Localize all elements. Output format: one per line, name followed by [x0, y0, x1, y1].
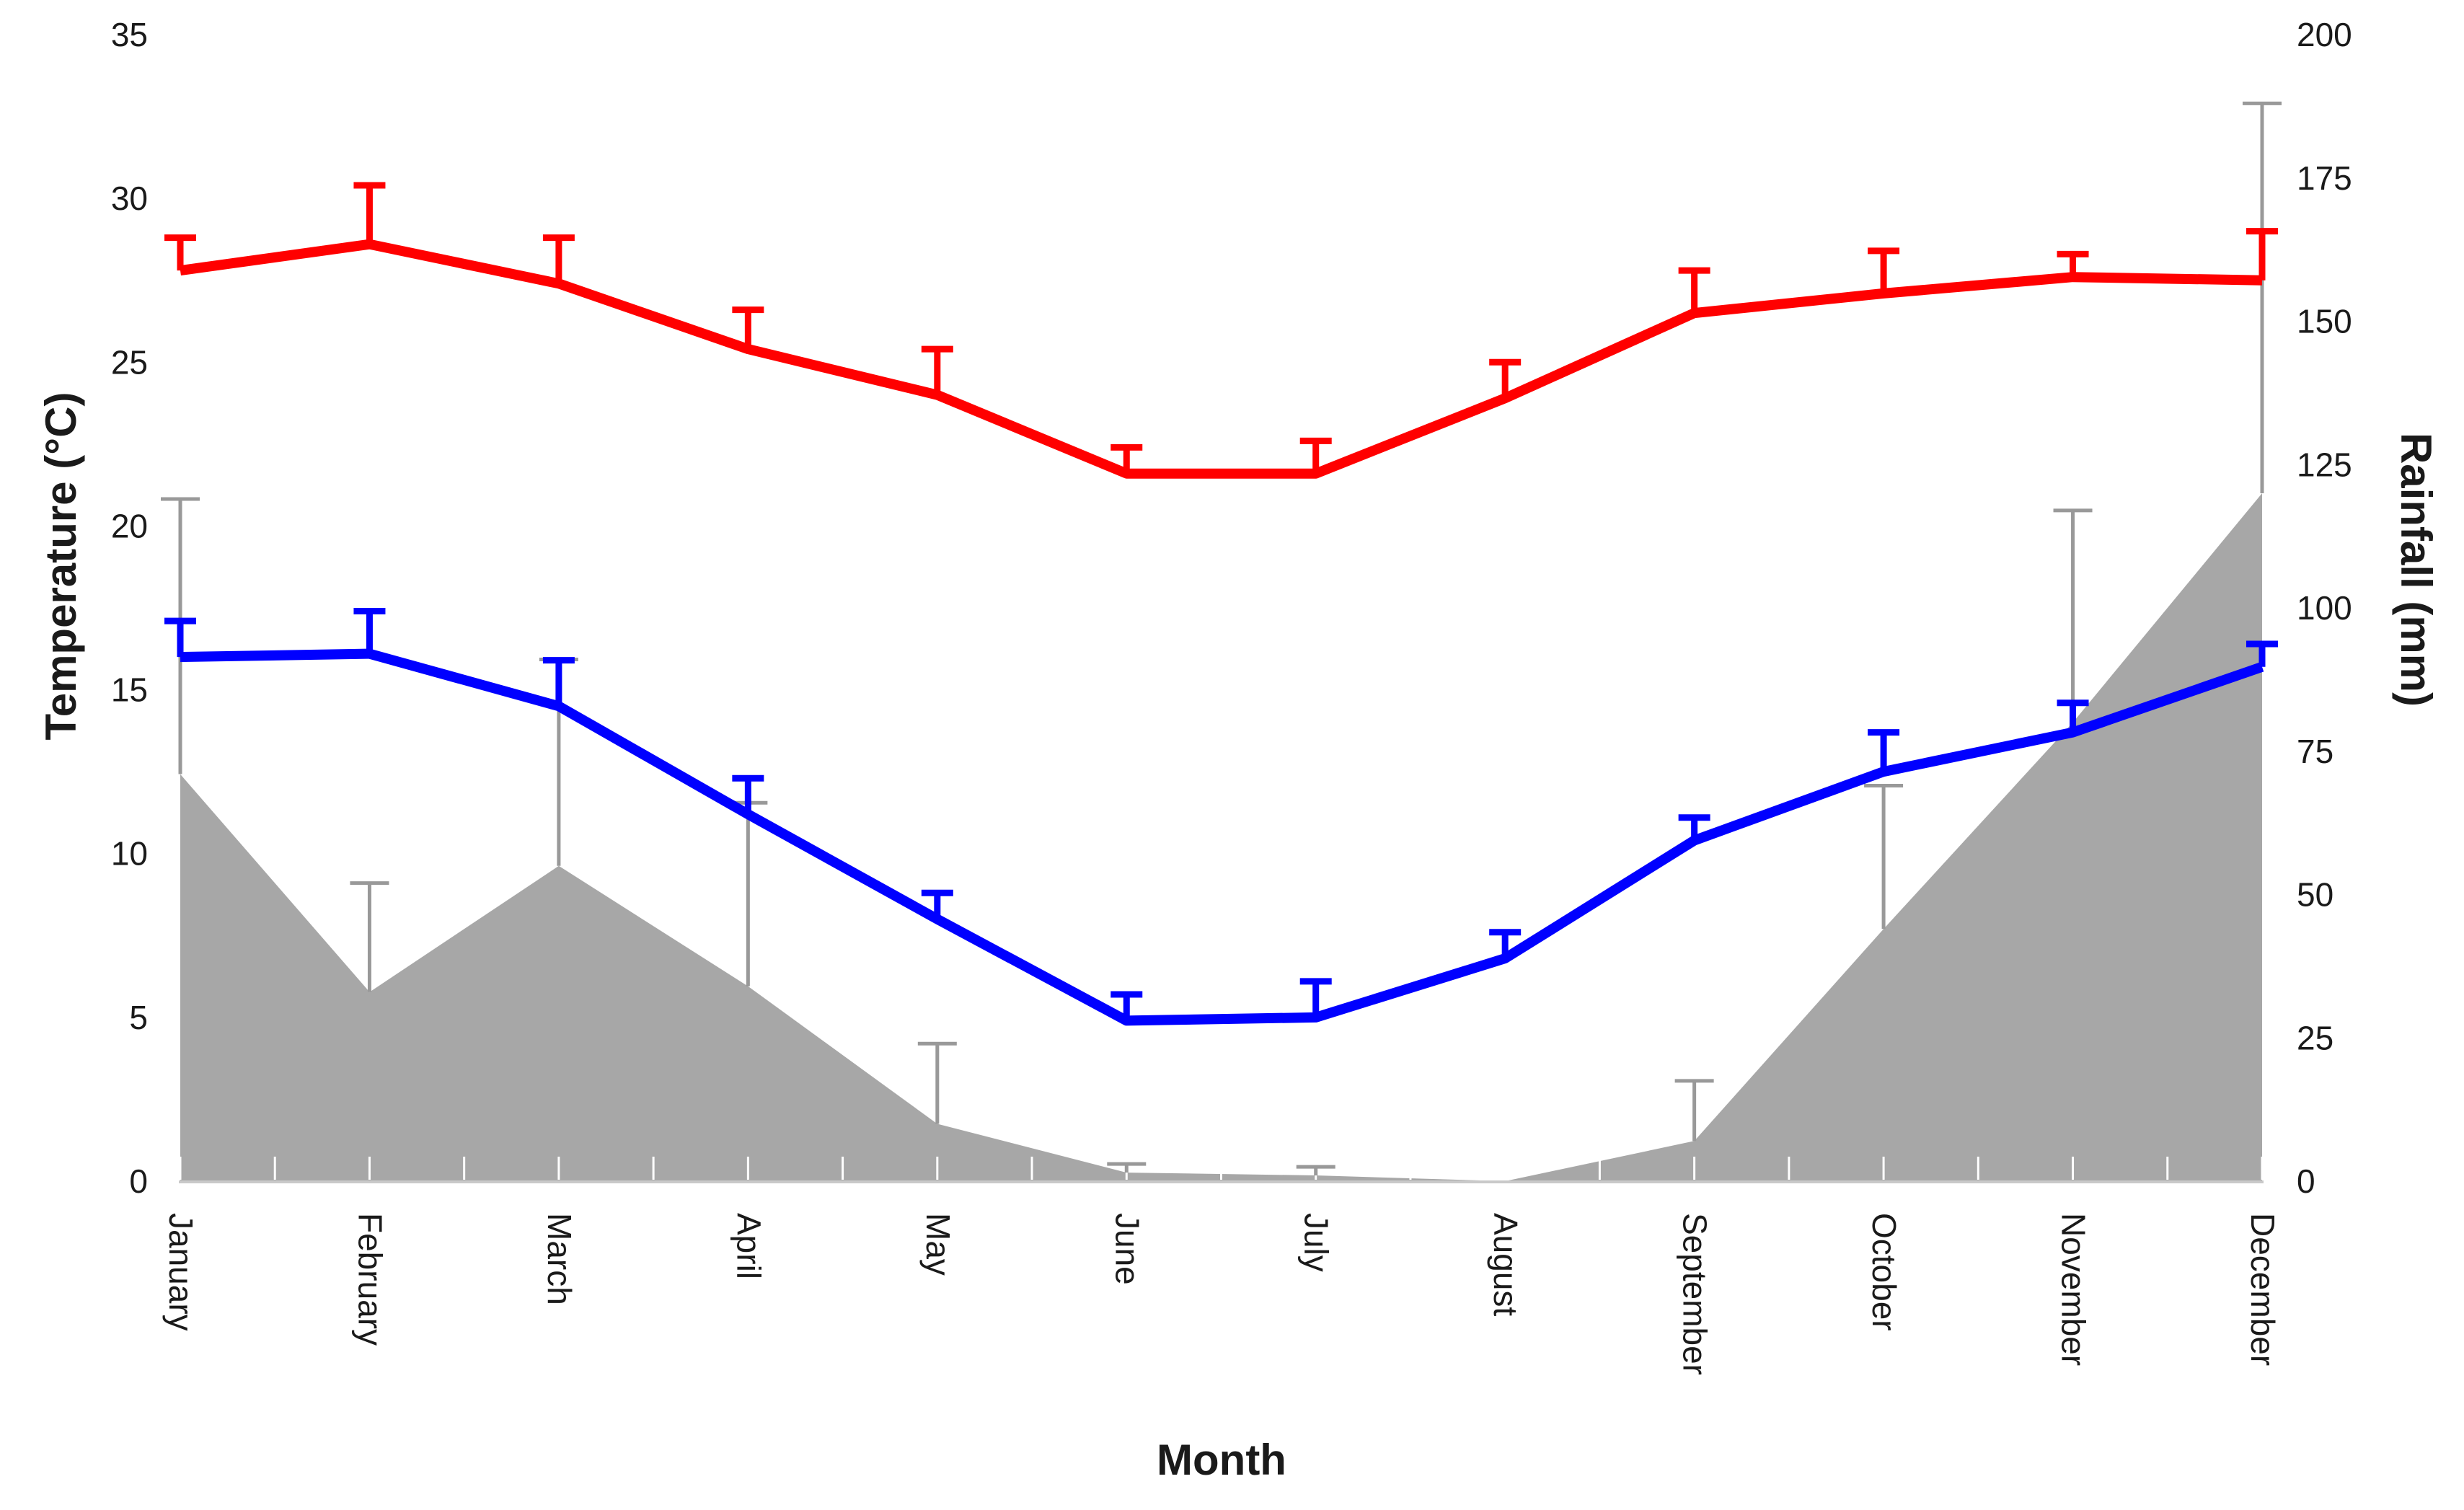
right-axis-tick-label: 200: [2297, 16, 2352, 53]
left-axis-tick-label: 20: [111, 507, 148, 544]
x-axis-month-label: May: [919, 1213, 957, 1276]
minimum-temperature-line: [180, 648, 2264, 1026]
left-axis-tick-label: 30: [111, 180, 148, 217]
maximum-temperature-line: [180, 239, 2263, 479]
x-axis-month-label: December: [2244, 1213, 2282, 1366]
x-axis-title: Month: [1157, 1436, 1286, 1484]
right-axis-tick-label: 0: [2297, 1162, 2315, 1200]
right-axis-tick-label: 25: [2297, 1019, 2333, 1056]
x-axis-month-label: November: [2055, 1213, 2093, 1366]
left-axis-tick-label: 35: [111, 16, 148, 53]
x-axis-month-label: June: [1108, 1213, 1146, 1285]
left-axis-tick-label: 15: [111, 671, 148, 709]
right-axis-tick-label: 125: [2297, 446, 2352, 483]
x-axis-month-label: February: [351, 1213, 389, 1346]
right-axis-tick-label: 75: [2297, 733, 2333, 770]
left-axis-tick-label: 25: [111, 343, 148, 381]
x-axis-month-label: August: [1487, 1213, 1524, 1316]
x-axis-month-label: March: [541, 1213, 578, 1305]
right-axis-tick-label: 100: [2297, 589, 2352, 627]
x-axis-month-label: October: [1865, 1213, 1903, 1331]
right-axis-tick-label: 50: [2297, 876, 2333, 914]
x-axis-month-label: July: [1298, 1213, 1335, 1272]
right-axis-title: Rainfall (mm): [2392, 433, 2440, 707]
left-axis-tick-label: 10: [111, 835, 148, 873]
rainfall-area: [180, 493, 2262, 1181]
left-axis-title: Temperature (°C): [37, 392, 85, 741]
right-axis-tick-label: 150: [2297, 303, 2352, 340]
left-axis-tick-label: 5: [129, 999, 148, 1036]
plot-layer: 0 5 10 15 20 25 30 35 0 25 50 75 100 125 150 175 200 Janu…: [111, 16, 2352, 1375]
right-axis-tick-label: 175: [2297, 159, 2352, 197]
x-axis-month-label: January: [162, 1213, 200, 1331]
x-axis-month-label: April: [730, 1213, 767, 1279]
label-layer: Temperature (°C) Rainfall (mm) Month: [37, 392, 2440, 1484]
left-axis-tick-label: 0: [129, 1162, 148, 1200]
x-axis-month-label: September: [1677, 1213, 1714, 1375]
